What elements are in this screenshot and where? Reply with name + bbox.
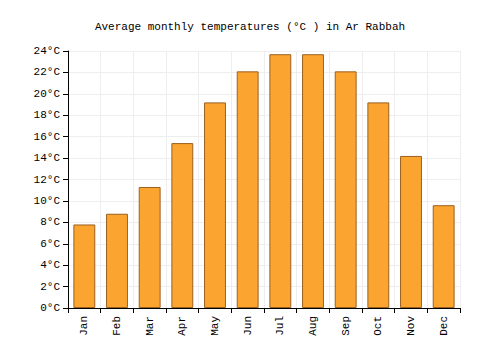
svg-text:16°C: 16°C [34,131,61,143]
svg-text:Apr: Apr [176,316,188,336]
svg-text:Mar: Mar [144,316,156,336]
svg-text:Average monthly temperatures (: Average monthly temperatures (°C ) in Ar… [95,21,405,33]
svg-text:Oct: Oct [372,316,384,336]
svg-text:14°C: 14°C [34,152,61,164]
svg-text:6°C: 6°C [40,238,60,250]
svg-text:Aug: Aug [307,316,319,336]
svg-text:8°C: 8°C [40,216,60,228]
svg-text:Nov: Nov [405,316,417,336]
svg-text:18°C: 18°C [34,109,61,121]
svg-text:Dec: Dec [438,316,450,336]
svg-text:Jul: Jul [274,316,286,336]
svg-text:Jun: Jun [242,316,254,336]
svg-text:22°C: 22°C [34,66,61,78]
svg-text:24°C: 24°C [34,45,61,57]
svg-text:Jan: Jan [78,316,90,336]
svg-text:10°C: 10°C [34,195,61,207]
svg-text:20°C: 20°C [34,88,61,100]
svg-text:Feb: Feb [111,316,123,336]
svg-text:Sep: Sep [340,316,352,336]
svg-text:12°C: 12°C [34,174,61,186]
svg-text:0°C: 0°C [40,302,60,314]
svg-text:May: May [209,316,221,336]
svg-text:4°C: 4°C [40,259,60,271]
svg-text:2°C: 2°C [40,281,60,293]
